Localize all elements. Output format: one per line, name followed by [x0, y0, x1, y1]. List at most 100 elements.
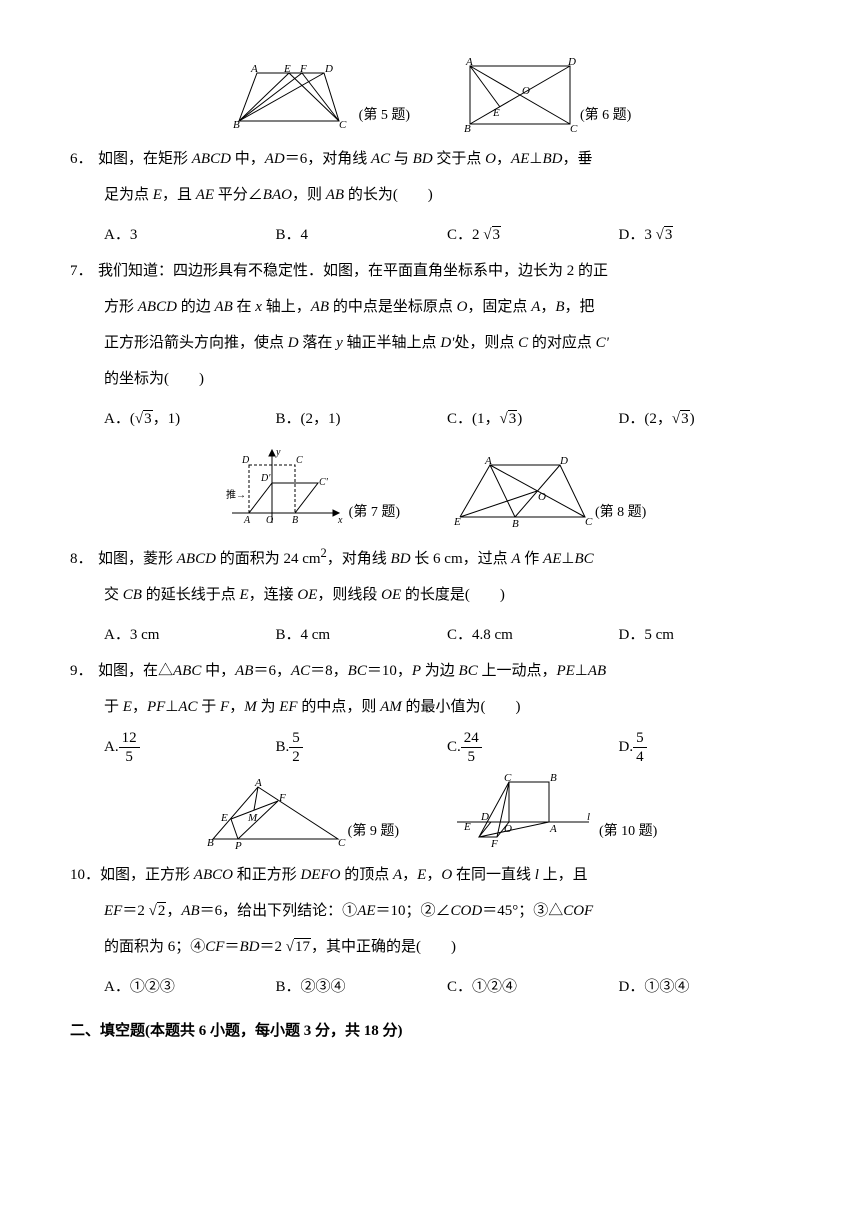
q6-num: 6．: [70, 141, 98, 177]
figure-7: D C D' C' A O B x y 推→ (第 7 题): [214, 445, 400, 530]
svg-text:C: C: [339, 119, 347, 131]
svg-text:A: A: [484, 455, 492, 467]
svg-text:x: x: [337, 515, 343, 526]
q10-opt-a: A．①②③: [104, 969, 276, 1005]
svg-text:推→: 推→: [226, 488, 246, 501]
q7-opt-a: A．(√3，1): [104, 401, 276, 437]
svg-text:C: C: [570, 123, 578, 133]
q9-opt-c: C.245: [447, 729, 619, 766]
svg-text:P: P: [234, 840, 242, 849]
svg-text:O: O: [538, 491, 546, 503]
svg-text:C: C: [504, 774, 512, 784]
svg-text:A: A: [243, 515, 251, 526]
fig9-caption: (第 9 题): [348, 815, 399, 849]
question-6: 6．如图，在矩形 ABCD 中，AD＝6，对角线 AC 与 BD 交于点 O，A…: [70, 141, 790, 213]
q6-opt-c: C．2 √3: [447, 217, 619, 253]
svg-text:A: A: [250, 63, 258, 75]
question-7: 7．我们知道：四边形具有不稳定性．如图，在平面直角坐标系中，边长为 2 的正 方…: [70, 253, 790, 397]
svg-text:E: E: [453, 516, 461, 528]
svg-text:C': C': [319, 477, 329, 488]
svg-text:O: O: [266, 515, 273, 526]
svg-text:F: F: [490, 838, 498, 849]
q8-opt-c: C．4.8 cm: [447, 617, 619, 653]
svg-text:B: B: [233, 119, 240, 131]
q7-options: A．(√3，1) B．(2，1) C．(1，√3) D．(2，√3): [70, 401, 790, 437]
fig5-caption: (第 5 题): [359, 99, 410, 133]
figure-8: A D E B C O (第 8 题): [450, 455, 646, 530]
svg-text:B: B: [512, 518, 519, 530]
svg-text:l: l: [587, 811, 590, 823]
figure-row-5-6: A E F D B C (第 5 题) A D B C O: [70, 58, 790, 133]
fig10-caption: (第 10 题): [599, 815, 657, 849]
q8-options: A．3 cm B．4 cm C．4.8 cm D．5 cm: [70, 617, 790, 653]
q8-opt-a: A．3 cm: [104, 617, 276, 653]
figure-10: C B D E O A F l (第 10 题): [449, 774, 657, 849]
figure-5: A E F D B C (第 5 题): [229, 63, 410, 133]
svg-text:B: B: [207, 837, 214, 849]
figure-6: A D B C O E (第 6 题): [460, 58, 631, 133]
svg-text:A: A: [465, 58, 473, 68]
svg-text:C: C: [338, 837, 346, 849]
svg-text:B: B: [550, 774, 557, 784]
svg-text:E: E: [283, 63, 291, 75]
q9-opt-a: A.125: [104, 729, 276, 766]
svg-text:E: E: [463, 821, 471, 833]
svg-text:E: E: [220, 812, 228, 824]
svg-text:B: B: [464, 123, 471, 133]
q6-opt-a: A．3: [104, 217, 276, 253]
svg-text:F: F: [278, 792, 286, 804]
question-9: 9．如图，在△ABC 中，AB＝6，AC＝8，BC＝10，P 为边 BC 上一动…: [70, 653, 790, 725]
svg-text:F: F: [299, 63, 307, 75]
svg-text:C: C: [296, 455, 303, 466]
svg-text:A: A: [254, 779, 262, 789]
q10-opt-d: D．①③④: [619, 969, 791, 1005]
svg-text:C: C: [585, 516, 593, 528]
question-10: 10．如图，正方形 ABCO 和正方形 DEFO 的顶点 A，E，O 在同一直线…: [70, 857, 790, 965]
q7-opt-b: B．(2，1): [276, 401, 448, 437]
svg-text:M: M: [247, 812, 258, 824]
svg-text:D': D': [260, 473, 271, 484]
q9-opt-d: D.54: [619, 729, 791, 766]
q9-num: 9．: [70, 653, 98, 689]
q8-num: 8．: [70, 541, 98, 577]
question-8: 8．如图，菱形 ABCD 的面积为 24 cm2，对角线 BD 长 6 cm，过…: [70, 538, 790, 613]
section-2-header: 二、填空题(本题共 6 小题，每小题 3 分，共 18 分): [70, 1013, 790, 1049]
q9-opt-b: B.52: [276, 729, 448, 766]
figure-row-7-8: D C D' C' A O B x y 推→ (第 7 题): [70, 445, 790, 530]
svg-text:y: y: [275, 447, 281, 458]
fig7-svg: D C D' C' A O B x y 推→: [214, 445, 349, 530]
svg-text:D: D: [559, 455, 568, 467]
svg-text:O: O: [522, 85, 530, 97]
svg-text:D: D: [324, 63, 333, 75]
q10-opt-b: B．②③④: [276, 969, 448, 1005]
fig7-caption: (第 7 题): [349, 496, 400, 530]
figure-row-9-10: A B C E F M P (第 9 题) C B: [70, 774, 790, 849]
svg-text:A: A: [549, 823, 557, 835]
q6-opt-b: B．4: [276, 217, 448, 253]
fig5-svg: A E F D B C: [229, 63, 359, 133]
q8-opt-d: D．5 cm: [619, 617, 791, 653]
q8-opt-b: B．4 cm: [276, 617, 448, 653]
q10-options: A．①②③ B．②③④ C．①②④ D．①③④: [70, 969, 790, 1005]
fig9-svg: A B C E F M P: [203, 779, 348, 849]
fig6-caption: (第 6 题): [580, 99, 631, 133]
svg-text:D: D: [567, 58, 576, 68]
fig8-svg: A D E B C O: [450, 455, 595, 530]
q10-num: 10．: [70, 857, 100, 893]
q7-num: 7．: [70, 253, 98, 289]
q6-opt-d: D．3 √3: [619, 217, 791, 253]
fig10-svg: C B D E O A F l: [449, 774, 599, 849]
svg-text:O: O: [504, 823, 512, 835]
q9-options: A.125 B.52 C.245 D.54: [70, 729, 790, 766]
q7-opt-d: D．(2，√3): [619, 401, 791, 437]
svg-text:D: D: [480, 811, 489, 823]
q10-opt-c: C．①②④: [447, 969, 619, 1005]
fig6-svg: A D B C O E: [460, 58, 580, 133]
fig8-caption: (第 8 题): [595, 496, 646, 530]
svg-text:D: D: [241, 455, 250, 466]
q7-opt-c: C．(1，√3): [447, 401, 619, 437]
svg-text:E: E: [492, 107, 500, 119]
figure-9: A B C E F M P (第 9 题): [203, 779, 399, 849]
svg-text:B: B: [292, 515, 298, 526]
q6-options: A．3 B．4 C．2 √3 D．3 √3: [70, 217, 790, 253]
